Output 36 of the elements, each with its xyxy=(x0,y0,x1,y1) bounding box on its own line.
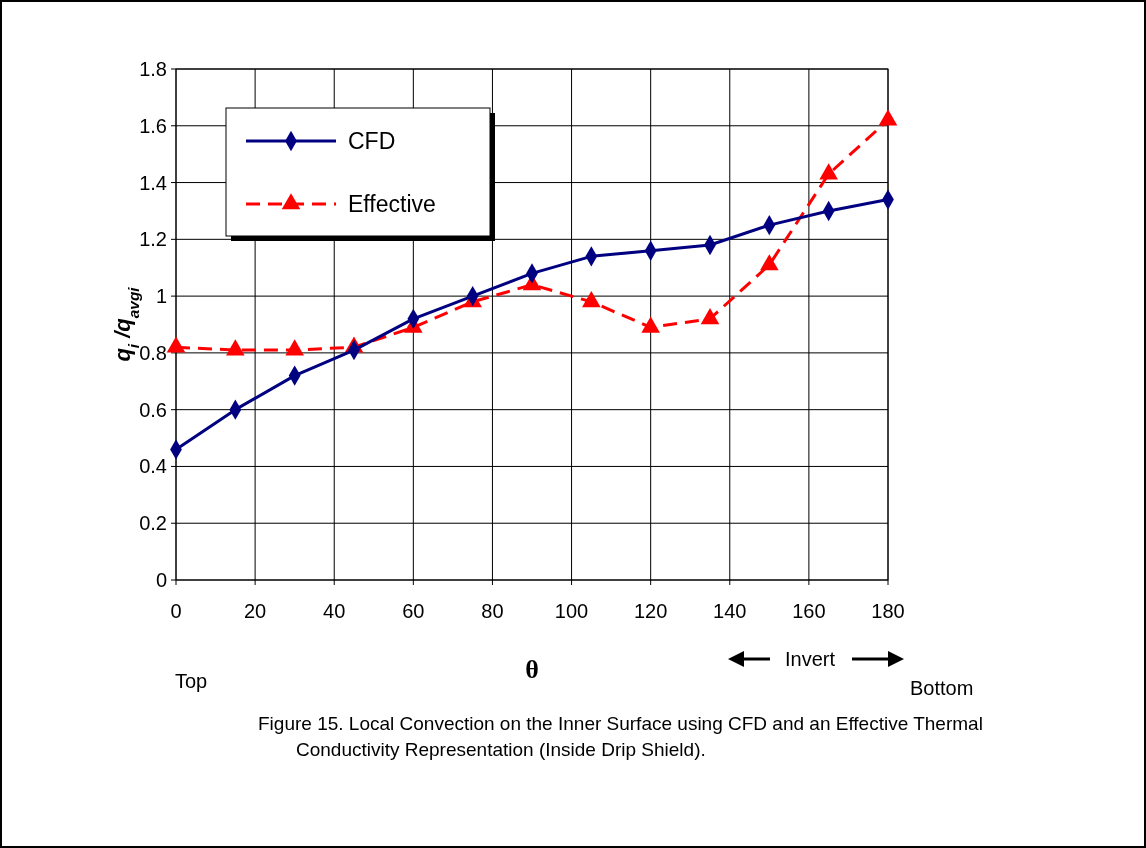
point xyxy=(641,316,660,333)
x-tick-label: 80 xyxy=(481,600,504,622)
legend-label: Effective xyxy=(348,191,436,218)
point xyxy=(285,339,304,356)
point xyxy=(226,339,245,356)
text: Invert xyxy=(784,648,836,670)
y-tick-label: 0.4 xyxy=(139,455,167,478)
caption: Figure 15. Local Convection on the Inner Surface using CFD and an Effective Thermal Conductivity Representation (Inside Drip Shield). xyxy=(258,713,983,760)
y-tick-label: 1.8 xyxy=(139,58,167,80)
x-tick-label: 40 xyxy=(323,600,346,622)
x-tick-label: 160 xyxy=(792,600,826,622)
x-tick-label: 20 xyxy=(243,600,267,622)
point xyxy=(166,336,186,353)
x-tick-label: 100 xyxy=(554,600,589,622)
y-tick-label: 1.6 xyxy=(139,114,167,137)
point xyxy=(700,308,720,325)
point xyxy=(582,291,601,308)
y-tick-label: 0.8 xyxy=(139,341,167,364)
y-tick-label: 1 xyxy=(155,285,167,308)
x-tick-label: 120 xyxy=(633,600,668,622)
y-tick-label: 0.2 xyxy=(139,512,167,535)
legend-label: CFD xyxy=(348,128,396,155)
text: Bottom xyxy=(910,677,974,699)
x-tick-label: 0 xyxy=(170,600,182,622)
y-tick-label: 0.6 xyxy=(139,398,167,421)
point xyxy=(819,163,838,180)
x-tick-label: 180 xyxy=(871,600,905,622)
x-tick-label: 60 xyxy=(402,600,425,622)
x-axis-title: θ xyxy=(525,655,539,684)
y-tick-label: 0 xyxy=(155,569,167,591)
y-tick-label: 1.2 xyxy=(139,228,167,251)
x-tick-label: 140 xyxy=(713,600,747,622)
point xyxy=(878,109,898,126)
text: Top xyxy=(175,670,208,692)
point xyxy=(760,254,779,271)
y-tick-label: 1.4 xyxy=(139,171,167,194)
